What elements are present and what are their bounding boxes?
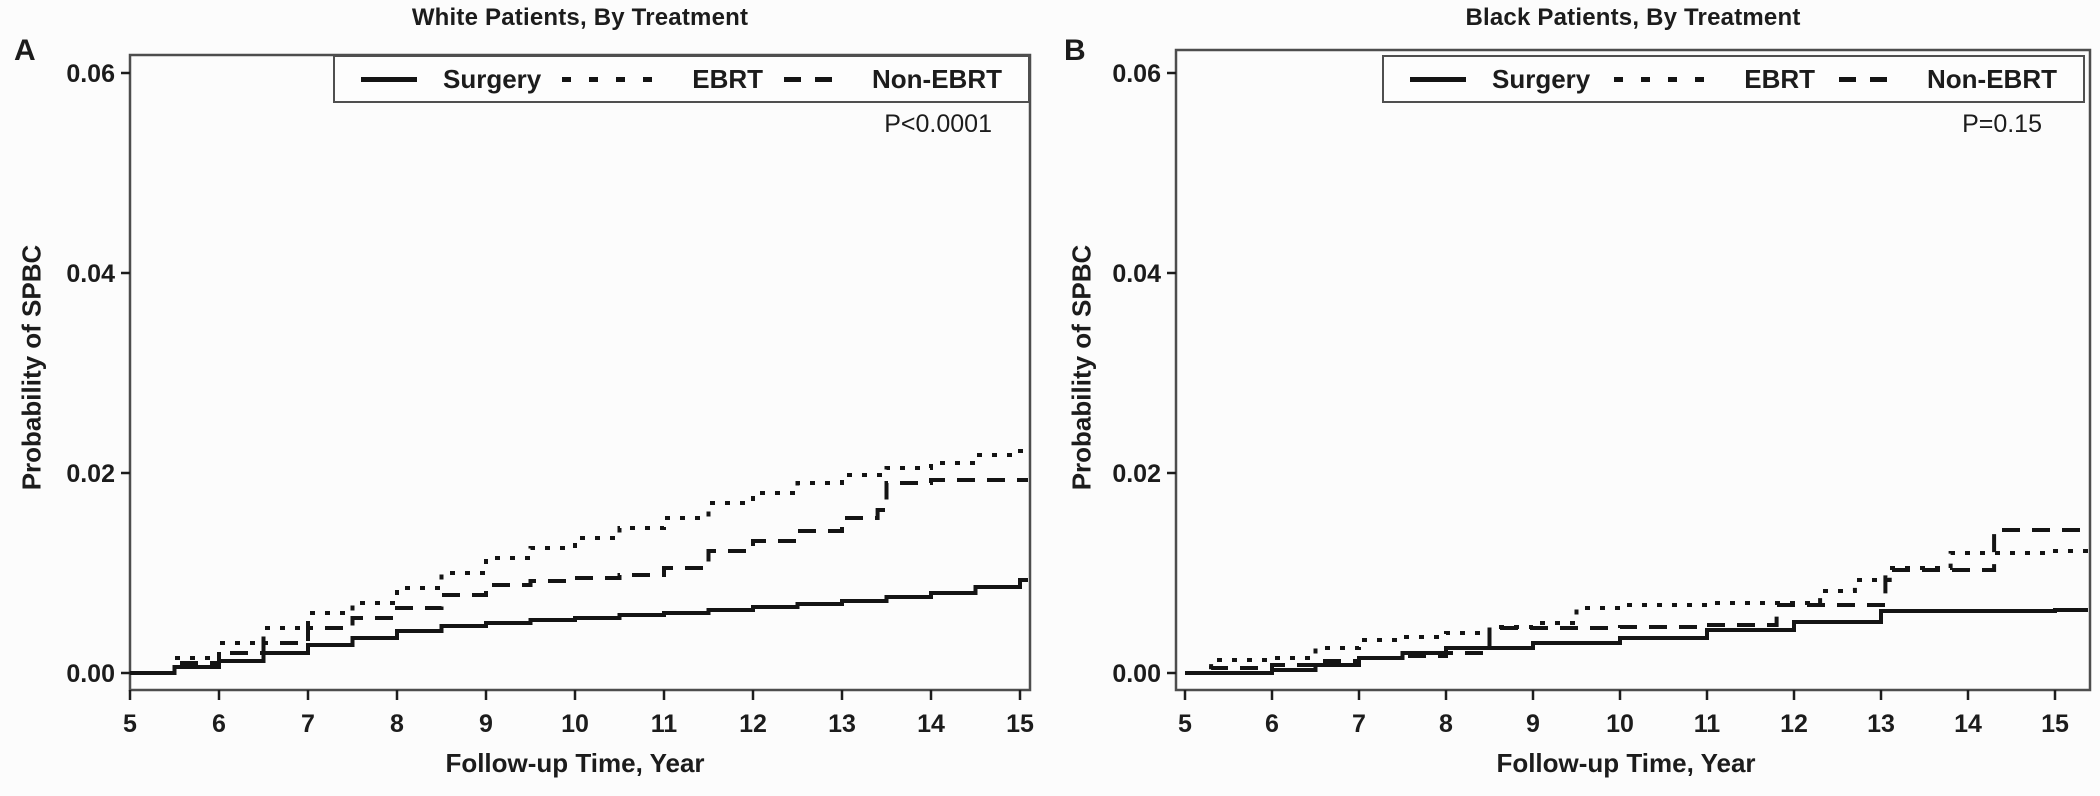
x-tick-label: 5	[1178, 710, 1192, 738]
panel-b-label: B	[1064, 34, 1086, 67]
legend-label-non-ebrt: Non-EBRT	[1927, 63, 2057, 94]
x-tick-label: 13	[828, 710, 856, 738]
x-tick-label: 6	[212, 710, 226, 738]
legend-dashed-line-sample	[1839, 76, 1902, 82]
panel-b-title: Black Patients, By Treatment	[1465, 4, 1801, 31]
legend-dotted-line-sample	[562, 76, 667, 82]
y-tick-label: 0.04	[66, 260, 115, 288]
x-tick-label: 7	[1352, 710, 1366, 738]
series-ebrt-line	[130, 449, 1028, 675]
panel-b-legend: Surgery EBRT Non-EBRT	[1382, 55, 2085, 103]
panel-a: 0.00 0.02 0.04 0.06 5 6 7 8 9 10 11 12 13 14 15 A Whit…	[14, 4, 1034, 778]
x-tick-label: 14	[1954, 710, 1982, 738]
panel-a-label: A	[14, 34, 36, 67]
x-tick-label: 15	[1006, 710, 1034, 738]
series-ebrt-line	[1185, 549, 2088, 675]
panel-a-title: White Patients, By Treatment	[411, 4, 749, 31]
panel-b-chart: 0.00 0.02 0.04 0.06 5 6 7 8 9 10 11 12 13 14 15	[1112, 48, 2092, 738]
legend-item-non-ebrt: Non-EBRT	[1839, 64, 2057, 95]
x-tick-label: 13	[1867, 710, 1895, 738]
panel-a-y-axis-label: Probability of SPBC	[16, 244, 47, 491]
y-tick-label: 0.00	[1112, 660, 1161, 688]
x-tick-label: 7	[301, 710, 315, 738]
x-tick-label: 8	[1439, 710, 1453, 738]
panel-b-p-value: P=0.15	[1962, 110, 2042, 138]
legend-item-ebrt: EBRT	[562, 64, 763, 95]
legend-item-surgery: Surgery	[1410, 64, 1590, 95]
y-tick-label: 0.04	[1112, 260, 1161, 288]
x-tick-label: 15	[2041, 710, 2069, 738]
x-tick-label: 12	[739, 710, 767, 738]
panel-a-legend: Surgery EBRT Non-EBRT	[333, 55, 1030, 103]
legend-label-non-ebrt: Non-EBRT	[872, 63, 1002, 94]
x-tick-label: 5	[123, 710, 137, 738]
x-tick-label: 9	[1526, 710, 1540, 738]
panel-a-p-value: P<0.0001	[884, 110, 992, 138]
legend-dotted-line-sample	[1614, 76, 1719, 82]
legend-label-surgery: Surgery	[443, 63, 542, 94]
x-tick-label: 6	[1265, 710, 1279, 738]
series-surgery-line	[130, 578, 1028, 675]
legend-label-ebrt: EBRT	[1744, 63, 1816, 94]
panel-b: 0.00 0.02 0.04 0.06 5 6 7 8 9 10 11 12 13 14 15 B Blac…	[1050, 0, 2100, 796]
x-tick-label: 11	[651, 710, 678, 738]
x-tick-label: 11	[1694, 710, 1721, 738]
plot-frame	[128, 53, 1032, 692]
panel-b-x-axis-label: Follow-up Time, Year	[1496, 748, 1756, 778]
legend-item-ebrt: EBRT	[1614, 64, 1815, 95]
legend-label-ebrt: EBRT	[692, 63, 764, 94]
legend-label-surgery: Surgery	[1492, 63, 1591, 94]
series-surgery-line	[1185, 608, 2088, 675]
legend-solid-line-sample	[1410, 76, 1466, 82]
y-tick-label: 0.02	[1112, 460, 1161, 488]
x-tick-label: 12	[1780, 710, 1808, 738]
panel-a-x-axis-label: Follow-up Time, Year	[445, 748, 705, 778]
legend-dashed-line-sample	[784, 76, 847, 82]
legend-item-surgery: Surgery	[361, 64, 541, 95]
y-tick-label: 0.06	[66, 60, 115, 88]
series-non-ebrt-line	[1185, 528, 2088, 675]
panel-a-chart: 0.00 0.02 0.04 0.06 5 6 7 8 9 10 11 12 13 14 15	[66, 53, 1034, 738]
x-tick-label: 14	[917, 710, 945, 738]
y-tick-label: 0.06	[1112, 60, 1161, 88]
x-tick-label: 10	[561, 710, 589, 738]
y-tick-label: 0.00	[66, 660, 115, 688]
legend-solid-line-sample	[361, 76, 417, 82]
y-tick-label: 0.02	[66, 460, 115, 488]
legend-item-non-ebrt: Non-EBRT	[784, 64, 1002, 95]
x-tick-label: 9	[479, 710, 493, 738]
plot-frame	[1174, 48, 2092, 692]
panel-b-y-axis-label: Probability of SPBC	[1066, 244, 1097, 491]
x-tick-label: 10	[1606, 710, 1634, 738]
series-non-ebrt-line	[130, 478, 1028, 675]
x-tick-label: 8	[390, 710, 404, 738]
